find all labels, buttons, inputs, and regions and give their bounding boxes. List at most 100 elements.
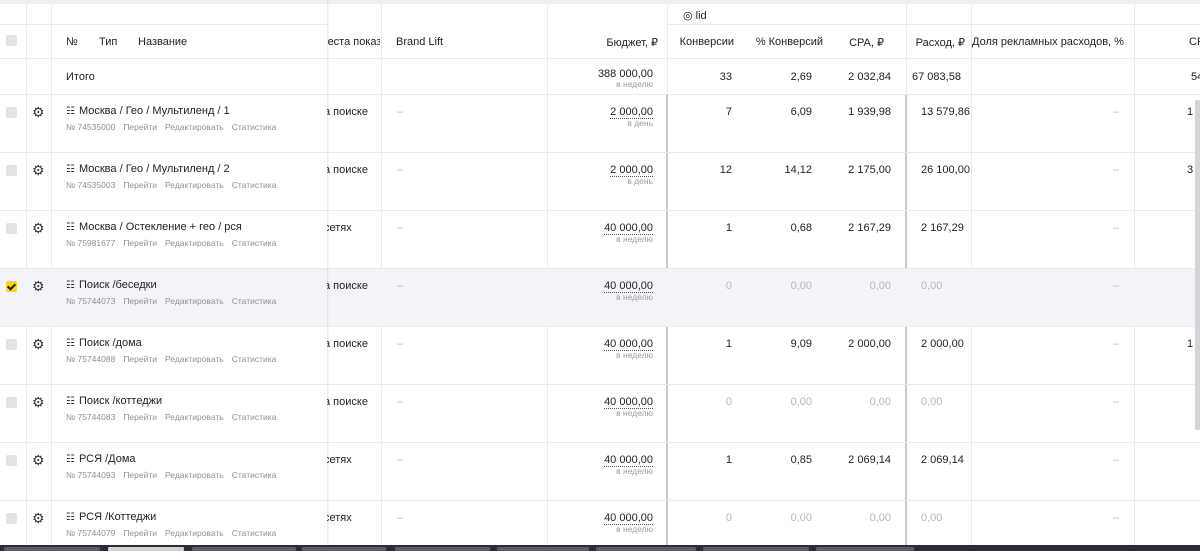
- stats-link[interactable]: Статистика: [231, 528, 277, 538]
- stats-link[interactable]: Статистика: [231, 238, 277, 248]
- taskbar-item[interactable]: [302, 547, 386, 551]
- col-header-budget[interactable]: Бюджет, ₽: [606, 37, 658, 49]
- taskbar-item[interactable]: [192, 547, 296, 551]
- campaign-name[interactable]: Поиск /коттеджи: [78, 395, 163, 407]
- row-cpa: 2 175,00: [848, 164, 891, 176]
- edit-link[interactable]: Редактировать: [165, 354, 224, 364]
- col-header-extra[interactable]: CF: [1189, 36, 1200, 48]
- row-checkbox[interactable]: [6, 455, 17, 466]
- row-checkbox[interactable]: [6, 397, 17, 408]
- stats-link[interactable]: Статистика: [231, 296, 277, 306]
- top-strip: [0, 0, 1200, 4]
- campaign-name[interactable]: Поиск /дома: [78, 337, 142, 349]
- group-header-lid[interactable]: ◎ lid: [683, 10, 707, 22]
- row-budget-link[interactable]: 40 000,00: [604, 396, 653, 409]
- row-checkbox[interactable]: [6, 513, 17, 524]
- row-budget-link[interactable]: 40 000,00: [604, 222, 653, 235]
- go-link[interactable]: Перейти: [123, 354, 157, 364]
- campaign-name[interactable]: Москва / Гео / Мультиленд / 2: [78, 163, 230, 175]
- frozen-edge-shadow: [327, 0, 329, 545]
- edit-link[interactable]: Редактировать: [165, 238, 224, 248]
- campaign-name[interactable]: Москва / Гео / Мультиленд / 1: [78, 105, 230, 117]
- col-header-places[interactable]: места показ: [320, 36, 380, 48]
- campaign-name[interactable]: Москва / Остекление + гео / рся: [78, 221, 242, 233]
- campaign-type-icon: ☷: [66, 512, 75, 523]
- taskbar-item[interactable]: [703, 547, 809, 551]
- stats-link[interactable]: Статистика: [231, 354, 277, 364]
- row-brand-lift: –: [397, 280, 404, 292]
- vertical-scrollbar[interactable]: [1195, 100, 1200, 430]
- row-budget-link[interactable]: 2 000,00: [610, 106, 653, 119]
- stats-link[interactable]: Статистика: [231, 122, 277, 132]
- campaign-name[interactable]: Поиск /беседки: [78, 279, 157, 291]
- col-header-cpa[interactable]: CPA, ₽: [849, 37, 884, 49]
- campaign-id: № 75744073: [66, 296, 116, 306]
- taskbar-item[interactable]: [497, 547, 589, 551]
- row-budget-link[interactable]: 40 000,00: [604, 338, 653, 351]
- col-header-name[interactable]: Название: [138, 36, 188, 48]
- edit-link[interactable]: Редактировать: [165, 412, 224, 422]
- gear-icon[interactable]: ⚙: [32, 452, 45, 468]
- col-header-type[interactable]: Тип: [99, 36, 118, 48]
- gear-icon[interactable]: ⚙: [32, 394, 45, 410]
- gear-icon[interactable]: ⚙: [32, 336, 45, 352]
- stats-link[interactable]: Статистика: [231, 180, 277, 190]
- row-budget-period: в неделю: [616, 524, 653, 534]
- gear-icon[interactable]: ⚙: [32, 510, 45, 526]
- taskbar-item[interactable]: [816, 547, 914, 551]
- total-budget-period: в неделю: [616, 79, 653, 89]
- gear-icon[interactable]: ⚙: [32, 104, 45, 120]
- campaign-name[interactable]: РСЯ /Коттеджи: [78, 511, 157, 523]
- row-budget-link[interactable]: 40 000,00: [604, 280, 653, 293]
- col-header-num[interactable]: №: [66, 36, 78, 48]
- taskbar-item[interactable]: [4, 547, 100, 551]
- go-link[interactable]: Перейти: [123, 122, 157, 132]
- go-link[interactable]: Перейти: [123, 470, 157, 480]
- go-link[interactable]: Перейти: [123, 528, 157, 538]
- row-budget-link[interactable]: 40 000,00: [604, 512, 653, 525]
- row-conv-pct: 0,00: [790, 280, 812, 292]
- row-divider: [0, 442, 327, 443]
- go-link[interactable]: Перейти: [123, 180, 157, 190]
- go-link[interactable]: Перейти: [123, 296, 157, 306]
- row-brand-lift: –: [397, 164, 404, 176]
- edit-link[interactable]: Редактировать: [165, 528, 224, 538]
- row-checkbox[interactable]: [6, 281, 17, 292]
- row-checkbox[interactable]: [6, 107, 17, 118]
- campaign-name[interactable]: РСЯ /Дома: [78, 453, 136, 465]
- stats-link[interactable]: Статистика: [231, 470, 277, 480]
- taskbar-item[interactable]: [395, 547, 490, 551]
- edit-link[interactable]: Редактировать: [165, 180, 224, 190]
- go-link[interactable]: Перейти: [123, 412, 157, 422]
- row-divider: [0, 210, 327, 211]
- row-brand-lift: –: [397, 106, 404, 118]
- taskbar-item[interactable]: [596, 547, 696, 551]
- taskbar-item-active[interactable]: [108, 547, 184, 551]
- campaign-id: № 75744079: [66, 528, 116, 538]
- campaign-id: № 75981677: [66, 238, 116, 248]
- go-link[interactable]: Перейти: [123, 238, 157, 248]
- row-conversions: 0: [725, 512, 732, 524]
- col-header-ad-share[interactable]: Доля рекламных расходов, %: [972, 36, 1124, 48]
- row-checkbox[interactable]: [6, 339, 17, 350]
- col-header-brand-lift[interactable]: Brand Lift: [396, 36, 444, 48]
- col-header-conversions[interactable]: Конверсии: [679, 36, 734, 48]
- gear-icon[interactable]: ⚙: [32, 220, 45, 236]
- gear-icon[interactable]: ⚙: [32, 278, 45, 294]
- col-header-spend[interactable]: Расход, ₽: [915, 37, 965, 49]
- row-ad-share: –: [1113, 280, 1120, 292]
- gear-icon[interactable]: ⚙: [32, 162, 45, 178]
- campaign-type-icon: ☷: [66, 106, 75, 117]
- row-brand-lift: –: [397, 454, 404, 466]
- edit-link[interactable]: Редактировать: [165, 296, 224, 306]
- edit-link[interactable]: Редактировать: [165, 122, 224, 132]
- row-conversions: 1: [725, 338, 732, 350]
- row-checkbox[interactable]: [6, 223, 17, 234]
- row-budget-link[interactable]: 2 000,00: [610, 164, 653, 177]
- edit-link[interactable]: Редактировать: [165, 470, 224, 480]
- select-all-checkbox[interactable]: [6, 35, 17, 46]
- row-budget-link[interactable]: 40 000,00: [604, 454, 653, 467]
- col-header-conv-pct[interactable]: % Конверсий: [755, 36, 823, 48]
- row-checkbox[interactable]: [6, 165, 17, 176]
- stats-link[interactable]: Статистика: [231, 412, 277, 422]
